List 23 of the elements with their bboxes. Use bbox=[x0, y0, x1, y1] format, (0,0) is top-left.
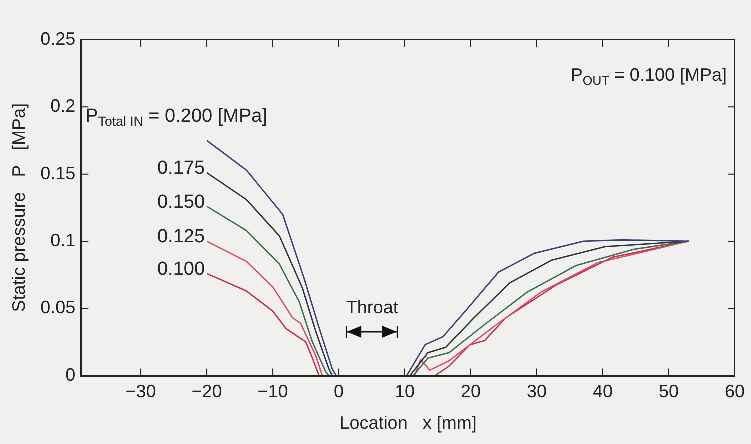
y-tick-label: 0.25 bbox=[40, 28, 76, 49]
x-tick-label: −20 bbox=[192, 382, 222, 402]
series-label: 0.125 bbox=[157, 226, 206, 248]
series-label: 0.100 bbox=[157, 258, 206, 280]
x-tick-label: −30 bbox=[126, 382, 156, 402]
annotation: Throat bbox=[346, 298, 398, 318]
x-tick-label: 10 bbox=[394, 382, 416, 402]
x-tick-label: 0 bbox=[334, 382, 344, 402]
y-tick-label: 0 bbox=[66, 364, 76, 385]
x-tick-label: 30 bbox=[526, 382, 548, 402]
y-tick-label: 0.15 bbox=[40, 163, 76, 184]
x-axis-title: Location x [mm] bbox=[340, 413, 477, 434]
series-label: 0.175 bbox=[157, 158, 206, 180]
y-axis-title: Static pressure P [MPa] bbox=[8, 104, 29, 312]
y-tick-label: 0.2 bbox=[50, 96, 76, 116]
y-tick-label: 0.1 bbox=[50, 230, 76, 250]
x-tick-label: 60 bbox=[724, 382, 746, 402]
x-tick-label: −10 bbox=[258, 382, 288, 402]
y-tick-label: 0.05 bbox=[40, 298, 76, 318]
x-tick-label: 40 bbox=[592, 382, 614, 402]
x-tick-label: 20 bbox=[460, 382, 482, 402]
x-tick-label: 50 bbox=[658, 382, 680, 402]
series-label: 0.150 bbox=[157, 192, 206, 213]
